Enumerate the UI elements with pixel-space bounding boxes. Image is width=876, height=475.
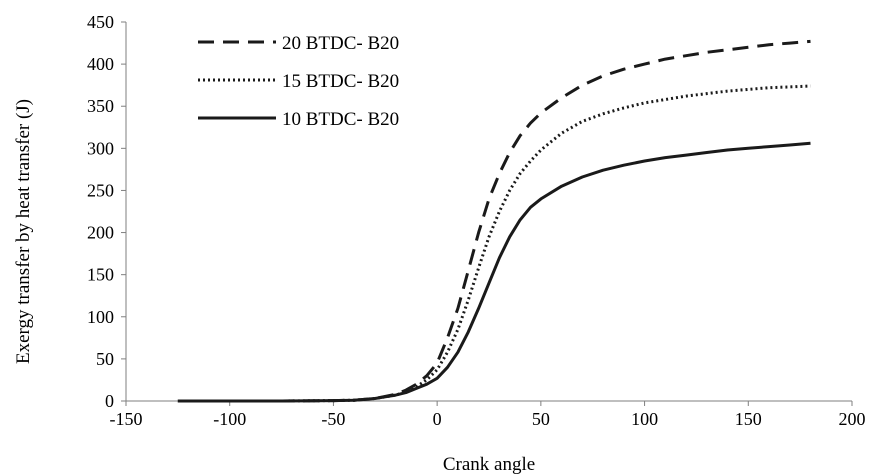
tick-labels: -150 -100 -50 0 50 100 150 200 0 50 100 150 200 250 30… bbox=[87, 12, 866, 429]
y-tick-label: 450 bbox=[87, 12, 114, 32]
series-layer bbox=[177, 39, 811, 403]
y-tick-label: 200 bbox=[87, 223, 114, 243]
series-line-2 bbox=[177, 84, 811, 403]
y-tick-label: 100 bbox=[87, 307, 114, 327]
y-tick-label: 400 bbox=[87, 54, 114, 74]
y-tick-label: 250 bbox=[87, 180, 114, 200]
x-tick-label: 200 bbox=[839, 409, 866, 429]
x-axis-title: Crank angle bbox=[443, 454, 535, 475]
legend-label-3: 10 BTDC- B20 bbox=[282, 109, 399, 130]
x-tick-label: 50 bbox=[532, 409, 550, 429]
x-tick-label: 150 bbox=[735, 409, 762, 429]
x-tick-label: -50 bbox=[321, 409, 345, 429]
y-tick-label: 0 bbox=[105, 391, 114, 411]
y-tick-label: 350 bbox=[87, 96, 114, 116]
legend-label-2: 15 BTDC- B20 bbox=[282, 71, 399, 92]
y-tick-label: 300 bbox=[87, 138, 114, 158]
series-line-3 bbox=[177, 141, 811, 403]
x-tick-label: 100 bbox=[631, 409, 658, 429]
y-tick-label: 150 bbox=[87, 265, 114, 285]
legend-label-1: 20 BTDC- B20 bbox=[282, 33, 399, 54]
x-tick-label: 0 bbox=[433, 409, 442, 429]
x-tick-label: -150 bbox=[110, 409, 143, 429]
legend: 20 BTDC- B20 15 BTDC- B20 10 BTDC- B20 bbox=[198, 33, 399, 130]
y-axis-title: Exergy transfer by heat transfer (J) bbox=[13, 99, 34, 364]
x-tick-label: -100 bbox=[213, 409, 246, 429]
axes bbox=[121, 21, 853, 406]
y-tick-label: 50 bbox=[96, 349, 114, 369]
